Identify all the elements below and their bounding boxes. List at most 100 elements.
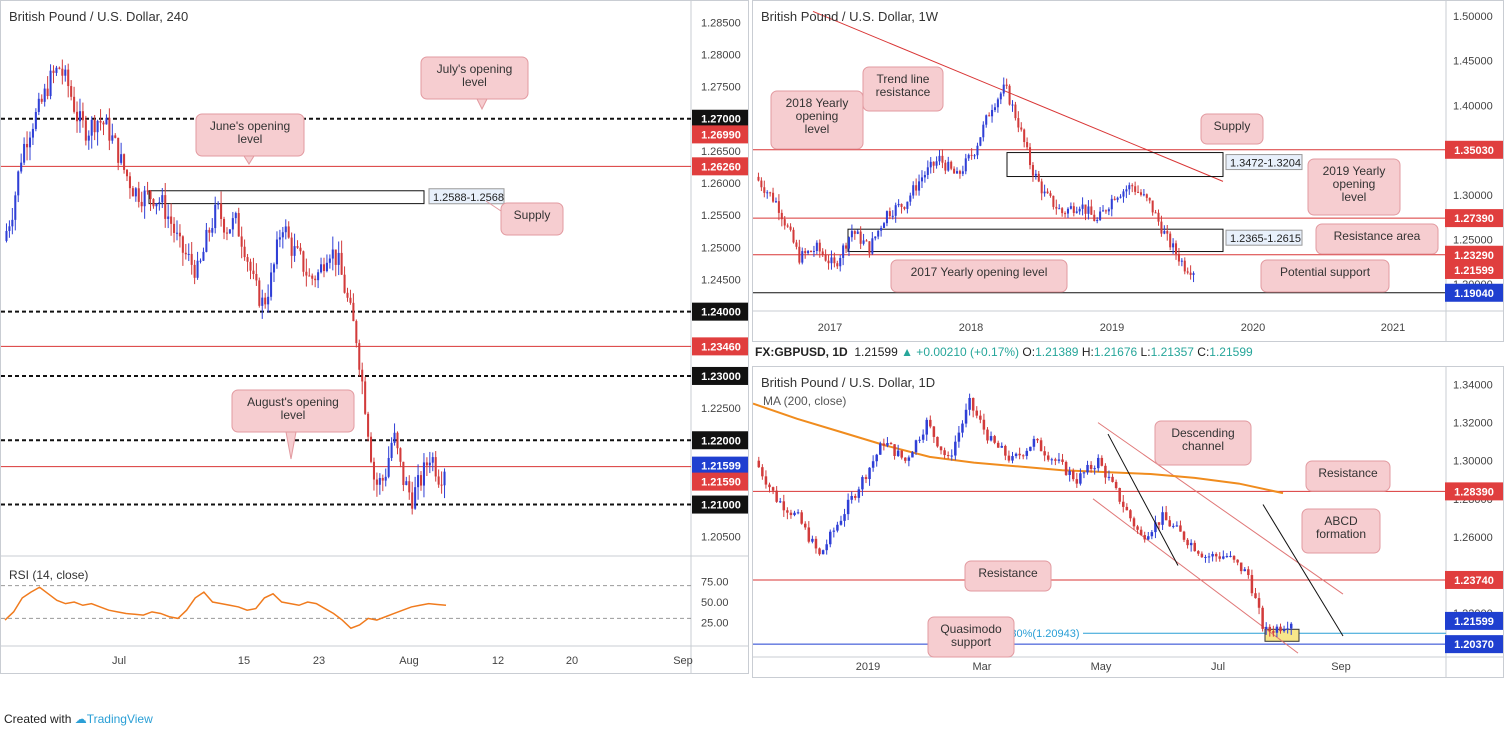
rsi-tick: 75.00 — [701, 577, 729, 589]
candle — [1046, 455, 1050, 460]
weekly-chart-panel[interactable]: 1.500001.450001.400001.350001.300001.250… — [752, 0, 1504, 342]
candle — [1061, 208, 1064, 214]
note-june-opening-text: June's opening — [210, 119, 290, 133]
left-chart-title: British Pound / U.S. Dollar, 240 — [9, 9, 189, 24]
left-chart-panel[interactable]: 1.28500 1.28000 1.27500 1.27000 1.26500 1.260… — [0, 0, 749, 674]
candle — [434, 457, 437, 477]
candle — [1236, 559, 1239, 563]
price-badge-1.27000: 1.27000 — [701, 114, 741, 126]
candle — [843, 514, 846, 521]
candle — [58, 67, 61, 69]
candle — [120, 154, 123, 163]
candle — [775, 490, 778, 502]
candle — [946, 455, 950, 457]
x-tick-label: May — [1091, 661, 1112, 673]
candle — [1254, 593, 1257, 599]
candle — [800, 512, 803, 524]
candle — [914, 440, 918, 453]
candle — [1169, 233, 1172, 248]
candle — [1031, 165, 1034, 176]
candle — [1261, 607, 1264, 629]
candle — [1150, 532, 1154, 537]
candle — [839, 520, 843, 525]
abcd-arrow-1 — [1107, 433, 1179, 566]
candle — [847, 237, 851, 249]
footer-brand[interactable]: TradingView — [86, 712, 153, 726]
candle — [893, 444, 896, 456]
y-tick-label: 1.32000 — [1453, 418, 1493, 430]
x-tick-label: Sep — [673, 655, 693, 667]
x-tick-label: Jul — [1211, 661, 1225, 673]
candle — [900, 450, 903, 458]
candle — [99, 120, 102, 123]
footer[interactable]: Created with ☁TradingView — [4, 712, 153, 726]
candle — [223, 218, 226, 233]
price-badge-1.21599-bg — [1445, 611, 1503, 630]
note-2018-yearly-text: opening — [796, 109, 839, 123]
footer-created: Created with — [4, 712, 72, 726]
note-abcd-text: formation — [1316, 527, 1366, 541]
candle — [1177, 253, 1180, 262]
candle — [399, 448, 402, 462]
note-2019-yearly-text: 2019 Yearly — [1323, 164, 1386, 178]
candle — [28, 137, 32, 148]
note-june-opening-text: level — [238, 132, 263, 146]
daily-chart-panel[interactable]: MA (200, close) 1.34000 1.32000 1.30000 1.28… — [752, 366, 1504, 678]
note-supply-weekly-box — [1200, 113, 1264, 145]
note-abcd-text: ABCD — [1324, 514, 1358, 528]
candle — [833, 257, 836, 264]
candle — [953, 168, 956, 174]
price-badge-1.23000-bg — [692, 366, 748, 385]
candle — [1151, 200, 1154, 213]
price-badge-1.23740: 1.23740 — [1454, 575, 1494, 587]
price-badge-1.27390: 1.27390 — [1454, 213, 1494, 225]
candle — [187, 253, 190, 255]
candle — [1107, 209, 1110, 212]
open-value: 1.21389 — [1035, 345, 1079, 359]
candle — [807, 250, 810, 254]
candle — [1061, 459, 1064, 462]
candle — [128, 176, 131, 189]
candle — [1026, 142, 1029, 148]
price-badge-1.28390-bg — [1445, 482, 1503, 501]
candle — [1049, 193, 1052, 196]
candle — [1097, 457, 1100, 469]
candle — [1113, 198, 1116, 200]
candle — [211, 228, 214, 233]
candle — [1174, 243, 1178, 254]
candle — [842, 245, 845, 258]
candle — [926, 167, 929, 175]
candle — [991, 110, 994, 117]
candle — [228, 229, 231, 234]
candle — [764, 476, 768, 485]
close-value: 1.21599 — [1209, 345, 1253, 359]
candle — [1066, 208, 1070, 214]
candle — [1172, 525, 1175, 527]
note-supply-text: Supply — [514, 208, 551, 222]
weekly-chart-title: British Pound / U.S. Dollar, 1W — [761, 9, 939, 24]
candle — [1078, 208, 1081, 212]
x-tick-label: 2020 — [1241, 322, 1265, 334]
left-chart[interactable]: 1.28500 1.28000 1.27500 1.27000 1.26500 1.260… — [1, 1, 748, 673]
candle — [1193, 542, 1196, 552]
candle — [1020, 127, 1023, 130]
price-badge-1.23290-bg — [1445, 245, 1503, 264]
price-badge-1.19040-bg — [1445, 283, 1503, 302]
candle — [1163, 230, 1166, 234]
candle — [134, 188, 137, 197]
daily-chart[interactable]: MA (200, close) 1.34000 1.32000 1.30000 1.28… — [753, 367, 1503, 677]
note-supply-box — [500, 202, 564, 236]
candle — [1145, 194, 1148, 198]
candle — [249, 261, 252, 271]
price-badge-1.27000-bg — [692, 109, 748, 128]
daily-symbol-header: FX:GBPUSD, 1D 1.21599 ▲ +0.00210 (+0.17%… — [755, 345, 1253, 359]
candle — [84, 120, 87, 141]
price-badge-1.22000: 1.22000 — [701, 435, 741, 447]
weekly-chart[interactable]: 1.500001.450001.400001.350001.300001.250… — [753, 1, 1503, 341]
candle — [985, 115, 988, 125]
candle — [918, 181, 921, 191]
candle — [17, 171, 20, 196]
candle — [361, 369, 364, 382]
candle — [796, 512, 800, 514]
candle — [993, 436, 996, 443]
